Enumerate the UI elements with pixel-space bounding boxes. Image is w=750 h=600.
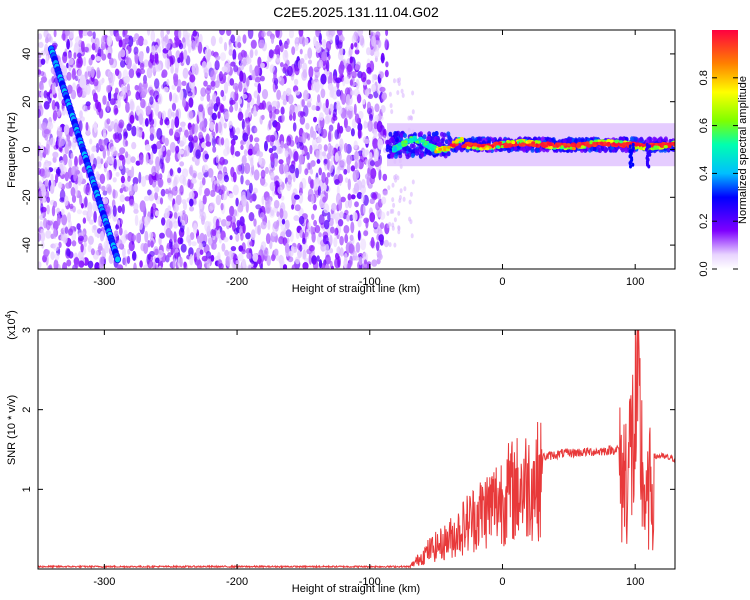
diagonal-track bbox=[47, 45, 121, 264]
snr-x-label: Height of straight line (km) bbox=[292, 583, 420, 595]
colorbar-gradient bbox=[712, 30, 738, 269]
noise-speckles bbox=[38, 30, 415, 269]
snr-y-tick-label: 3 bbox=[21, 327, 33, 333]
snr-x-tick-label: 100 bbox=[626, 576, 644, 588]
signal-band bbox=[385, 123, 675, 169]
colorbar-tick-label: 0.0 bbox=[698, 261, 710, 276]
snr-y-multiplier: (x104) bbox=[4, 310, 18, 340]
snr-y-tick-label: 1 bbox=[21, 486, 33, 492]
colorbar-label: Normalized spectral amplitude bbox=[737, 76, 749, 224]
colorbar-tick-label: 0.6 bbox=[698, 118, 710, 133]
spectrogram-y-tick-label: 40 bbox=[21, 48, 33, 60]
spectrogram-y-tick-label: 20 bbox=[21, 96, 33, 108]
snr-frame bbox=[37, 329, 676, 570]
snr-x-tick-label: -300 bbox=[93, 576, 115, 588]
spectrogram-x-tick-label: 0 bbox=[499, 276, 505, 288]
spectrogram-y-tick-label: -20 bbox=[21, 189, 33, 205]
spectrogram-x-tick-label: -100 bbox=[359, 276, 381, 288]
spectrogram-x-label: Height of straight line (km) bbox=[292, 283, 420, 295]
snr-series-line bbox=[38, 330, 675, 569]
spectrogram-y-label: Frequency (Hz) bbox=[6, 112, 18, 188]
snr-x-tick-label: -100 bbox=[359, 576, 381, 588]
spectrogram-x-tick-label: -300 bbox=[93, 276, 115, 288]
snr-x-tick-label: -200 bbox=[226, 576, 248, 588]
snr-panel: -300 -200 -100 0 100 3 2 1 Height of straight … bbox=[4, 310, 676, 595]
spectrogram-y-tick-label: -40 bbox=[21, 237, 33, 253]
snr-y-label: SNR (10 * v/v) bbox=[6, 395, 18, 465]
snr-y-tick-label: 2 bbox=[21, 407, 33, 413]
colorbar-tick-label: 0.2 bbox=[698, 214, 710, 229]
figure-title: C2E5.2025.131.11.04.G02 bbox=[273, 4, 439, 20]
spectrogram-panel: -300 -200 -100 0 100 40 20 0 -20 -40 Height of s… bbox=[6, 29, 676, 295]
colorbar: 0.0 0.2 0.4 0.6 0.8 Normalized spectral ampl… bbox=[698, 30, 749, 277]
snr-x-tick-label: 0 bbox=[499, 576, 505, 588]
spectrogram-x-tick-label: -200 bbox=[226, 276, 248, 288]
spectrogram-x-tick-label: 100 bbox=[626, 276, 644, 288]
colorbar-tick-label: 0.8 bbox=[698, 70, 710, 85]
colorbar-tick-label: 0.4 bbox=[698, 166, 710, 181]
spectrogram-y-tick-label: 0 bbox=[21, 146, 33, 152]
